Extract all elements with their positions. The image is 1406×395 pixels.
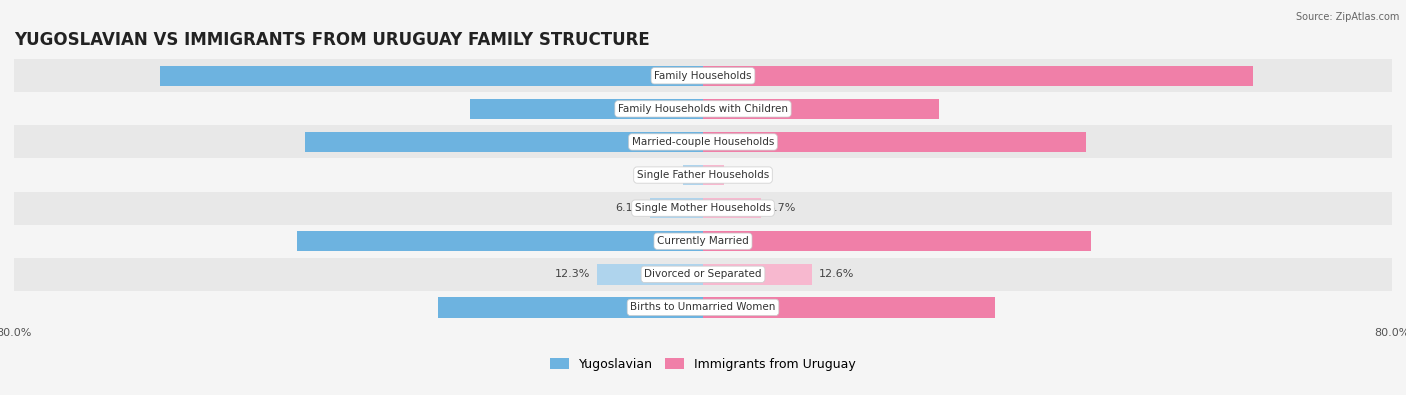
Text: 27.0%: 27.0%: [690, 104, 725, 114]
Text: 44.5%: 44.5%: [681, 137, 716, 147]
Text: 47.2%: 47.2%: [690, 236, 725, 246]
Bar: [703, 66, 1253, 86]
Bar: [703, 165, 724, 185]
Text: 46.2%: 46.2%: [690, 137, 725, 147]
Bar: [14, 92, 1392, 126]
Bar: [297, 231, 703, 252]
Bar: [471, 99, 703, 119]
Bar: [437, 297, 703, 318]
Bar: [14, 125, 1392, 158]
Text: 6.1%: 6.1%: [616, 203, 644, 213]
Bar: [703, 231, 1091, 252]
Bar: [14, 258, 1392, 291]
Text: 12.3%: 12.3%: [555, 269, 591, 279]
Bar: [14, 291, 1392, 324]
Text: Currently Married: Currently Married: [657, 236, 749, 246]
Bar: [703, 99, 939, 119]
Text: 2.4%: 2.4%: [731, 170, 759, 180]
Text: Single Mother Households: Single Mother Households: [636, 203, 770, 213]
Text: 63.1%: 63.1%: [690, 71, 725, 81]
Text: YUGOSLAVIAN VS IMMIGRANTS FROM URUGUAY FAMILY STRUCTURE: YUGOSLAVIAN VS IMMIGRANTS FROM URUGUAY F…: [14, 31, 650, 49]
Text: 33.9%: 33.9%: [681, 302, 716, 312]
Text: Source: ZipAtlas.com: Source: ZipAtlas.com: [1295, 12, 1399, 22]
Bar: [14, 59, 1392, 92]
Text: Single Father Households: Single Father Households: [637, 170, 769, 180]
Text: 30.8%: 30.8%: [690, 302, 725, 312]
Legend: Yugoslavian, Immigrants from Uruguay: Yugoslavian, Immigrants from Uruguay: [546, 353, 860, 376]
Bar: [683, 165, 703, 185]
Bar: [703, 198, 761, 218]
Bar: [598, 264, 703, 284]
Bar: [14, 158, 1392, 192]
Text: 2.3%: 2.3%: [648, 170, 676, 180]
Bar: [651, 198, 703, 218]
Text: Births to Unmarried Women: Births to Unmarried Women: [630, 302, 776, 312]
Bar: [14, 225, 1392, 258]
Bar: [703, 297, 995, 318]
Bar: [305, 132, 703, 152]
Bar: [160, 66, 703, 86]
Text: 12.6%: 12.6%: [818, 269, 853, 279]
Bar: [703, 264, 811, 284]
Bar: [14, 192, 1392, 225]
Text: Married-couple Households: Married-couple Households: [631, 137, 775, 147]
Bar: [703, 132, 1087, 152]
Text: 45.0%: 45.0%: [681, 236, 716, 246]
Text: 6.7%: 6.7%: [768, 203, 796, 213]
Text: 63.9%: 63.9%: [681, 71, 716, 81]
Text: Family Households with Children: Family Households with Children: [619, 104, 787, 114]
Text: Divorced or Separated: Divorced or Separated: [644, 269, 762, 279]
Text: Family Households: Family Households: [654, 71, 752, 81]
Text: 27.4%: 27.4%: [681, 104, 716, 114]
